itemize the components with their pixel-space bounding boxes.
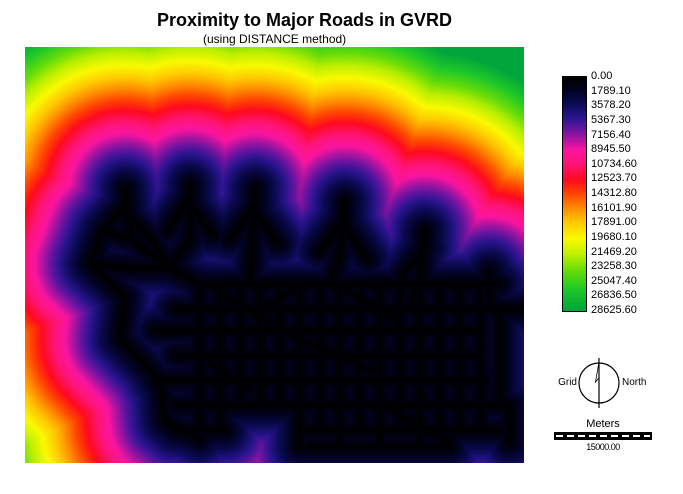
legend-value: 14312.80	[591, 187, 637, 199]
distance-raster-map	[25, 47, 524, 463]
legend-value: 25047.40	[591, 274, 637, 287]
legend-value: 8945.50	[591, 143, 631, 156]
legend-value: 3578.20	[591, 99, 631, 112]
legend-value: 28625.60	[591, 304, 637, 316]
scale-bar-unit-label: Meters	[586, 418, 620, 430]
legend-value: 7156.40	[591, 128, 631, 141]
north-arrow-icon	[578, 358, 620, 408]
north-arrow: Grid North	[552, 352, 672, 414]
north-arrow-north-label: North	[622, 377, 647, 388]
legend-color-ramp	[562, 76, 587, 312]
legend-value: 26836.50	[591, 289, 637, 302]
legend-value: 1789.10	[591, 84, 631, 97]
page-title: Proximity to Major Roads in GVRD	[157, 10, 453, 30]
scale-bar-dashes	[556, 435, 650, 437]
page-subtitle: (using DISTANCE method)	[203, 32, 347, 46]
scale-bar	[554, 432, 652, 440]
legend-value: 5367.30	[591, 113, 631, 126]
north-arrow-grid-label: Grid	[558, 377, 577, 388]
legend-value: 0.00	[591, 70, 613, 82]
legend-value: 23258.30	[591, 260, 637, 273]
legend-value: 12523.70	[591, 172, 637, 185]
legend-value: 21469.20	[591, 245, 637, 258]
legend-value: 17891.00	[591, 216, 637, 229]
legend-value: 10734.60	[591, 157, 637, 170]
legend-color-ramp-canvas	[563, 77, 586, 311]
scale-bar-group: Meters 15000.00	[548, 418, 658, 454]
legend-value: 16101.90	[591, 201, 637, 214]
scale-bar-length-label: 15000.00	[586, 442, 620, 452]
legend-value: 19680.10	[591, 230, 637, 243]
